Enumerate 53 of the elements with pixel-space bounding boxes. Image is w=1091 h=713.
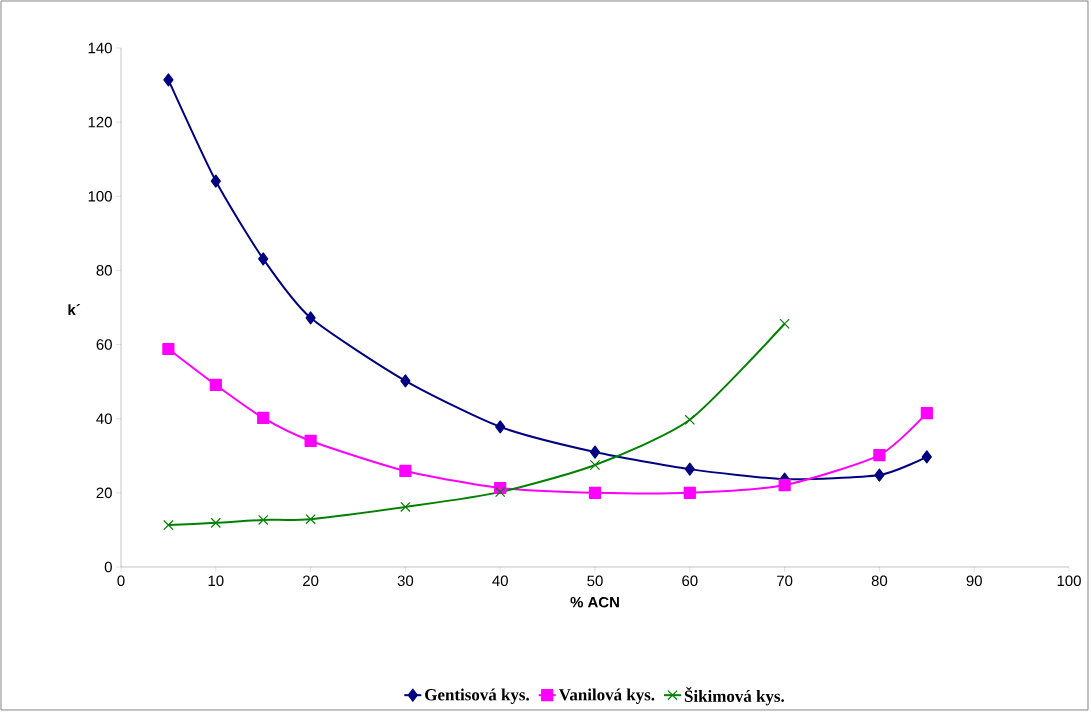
- legend-label: Vanilová kys.: [558, 688, 655, 704]
- point: [495, 486, 506, 498]
- y-tick-label: 120: [88, 116, 112, 128]
- point: [163, 73, 174, 87]
- y-tick-label: 60: [96, 339, 112, 350]
- point: [683, 486, 696, 499]
- x-tick-label: 60: [682, 575, 698, 587]
- y-axis-title: k´: [68, 304, 81, 315]
- point: [684, 414, 696, 426]
- x-tick-label: 50: [587, 575, 603, 587]
- point: [589, 459, 601, 471]
- point: [684, 462, 695, 476]
- x-tick-label: 0: [117, 575, 125, 587]
- point: [258, 252, 269, 266]
- point: [495, 420, 506, 434]
- y-tick-label: 140: [88, 42, 112, 54]
- x-tick-label: 80: [871, 575, 888, 587]
- point: [400, 501, 411, 513]
- point: [874, 468, 885, 482]
- legend-label: Gentisová kys.: [425, 688, 529, 704]
- point: [400, 374, 411, 388]
- x-tick-label: 10: [208, 575, 224, 587]
- x-tick-label: 30: [397, 575, 414, 587]
- point: [779, 318, 790, 329]
- y-tick-label: 0: [104, 561, 112, 573]
- point: [399, 464, 412, 478]
- point: [209, 378, 222, 392]
- y-tick-label: 100: [88, 190, 112, 202]
- x-tick-label: 40: [492, 575, 508, 587]
- point: [258, 514, 269, 526]
- x-axis-title: % ACN: [570, 596, 619, 608]
- point: [921, 450, 932, 464]
- x-tick-label: 20: [303, 575, 319, 587]
- point: [257, 411, 270, 425]
- point: [210, 174, 221, 188]
- x-tick-label: 100: [1057, 575, 1081, 587]
- point: [163, 519, 174, 531]
- point: [589, 445, 601, 459]
- point: [588, 486, 602, 499]
- y-tick-label: 80: [96, 265, 112, 276]
- point: [920, 407, 933, 420]
- point: [778, 478, 791, 492]
- legend-label: Šikimová kys.: [684, 687, 784, 706]
- point: [162, 342, 175, 356]
- x-tick-label: 70: [777, 575, 793, 587]
- point: [873, 448, 886, 462]
- x-tick-label: 90: [966, 575, 982, 587]
- y-tick-label: 20: [96, 487, 112, 499]
- point: [210, 517, 222, 529]
- y-tick-label: 40: [96, 413, 112, 424]
- point: [305, 311, 316, 325]
- point: [305, 513, 316, 525]
- point: [304, 434, 317, 448]
